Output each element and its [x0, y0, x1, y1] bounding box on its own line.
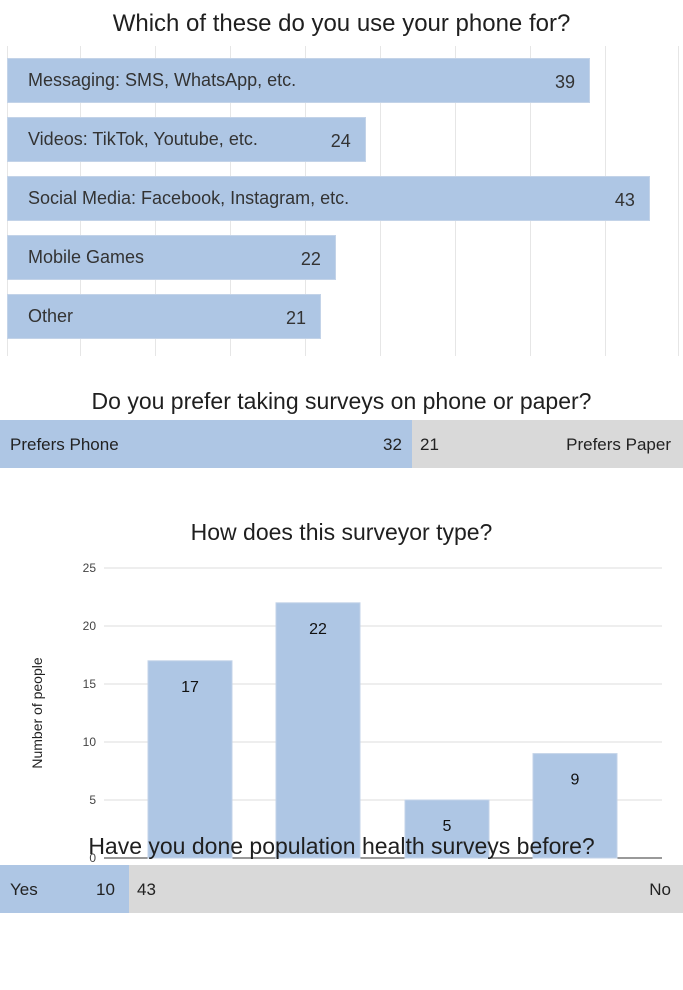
chart3-bar — [404, 799, 490, 859]
chart4-segment-left — [0, 865, 129, 913]
chart3-bar-value: 5 — [443, 818, 452, 835]
chart2-left-value: 32 — [383, 435, 402, 454]
chart3-y-tick: 10 — [83, 735, 97, 749]
chart4-segment-right — [129, 865, 683, 913]
chart2-left-label: Prefers Phone — [10, 435, 119, 454]
chart3-y-tick: 20 — [83, 619, 97, 633]
chart1-bar-value: 24 — [330, 131, 351, 151]
chart4-plot: Yes 10 43 No — [0, 865, 683, 913]
chart1-bar-value: 22 — [300, 249, 321, 269]
chart3-bar-value: 9 — [571, 772, 580, 789]
chart1-bar — [7, 294, 321, 339]
chart1-bar-value: 21 — [285, 308, 306, 328]
chart4-title: Have you done population health surveys … — [88, 833, 595, 859]
chart3-y-axis-label: Number of people — [29, 657, 45, 769]
chart4-left-label: Yes — [10, 880, 38, 899]
chart3-bar — [275, 602, 361, 859]
chart1-bar — [7, 176, 650, 221]
chart3-bar — [147, 660, 233, 859]
chart1-bar-label: Messaging: SMS, WhatsApp, etc. — [28, 70, 297, 90]
chart1-bar-label: Social Media: Facebook, Instagram, etc. — [28, 188, 350, 208]
chart3-y-tick: 25 — [83, 561, 97, 575]
chart1-bar — [7, 235, 336, 280]
chart1-bar-label: Mobile Games — [28, 247, 145, 267]
chart3-title: How does this surveyor type? — [190, 519, 493, 545]
chart3-y-tick: 0 — [89, 851, 96, 865]
chart1-bar-value: 39 — [555, 72, 576, 92]
chart2-right-label: Prefers Paper — [566, 435, 671, 454]
chart3-y-tick: 15 — [83, 677, 97, 691]
chart4-left-value: 10 — [96, 880, 115, 899]
chart1-bar-label: Other — [28, 306, 74, 326]
chart1-bar-value: 43 — [614, 190, 635, 210]
chart1-gridline — [678, 46, 679, 356]
chart3-bar-value: 17 — [181, 679, 199, 696]
chart1-title: Which of these do you use your phone for… — [112, 10, 571, 37]
chart4-right-value: 43 — [137, 880, 156, 899]
chart2-segment-right — [412, 420, 683, 468]
chart2-segment-left — [0, 420, 412, 468]
chart3-y-tick: 5 — [89, 793, 96, 807]
chart4-right-label: No — [649, 880, 671, 899]
chart3-bar — [532, 753, 618, 859]
chart3-bar-value: 22 — [309, 621, 327, 638]
chart2-right-value: 21 — [420, 435, 439, 454]
chart1-bar-label: Videos: TikTok, Youtube, etc. — [28, 129, 258, 149]
chart2-plot: Prefers Phone 32 21 Prefers Paper — [0, 420, 683, 468]
chart1-plot: Messaging: SMS, WhatsApp, etc. 39 Videos: … — [0, 46, 683, 356]
chart2-title: Do you prefer taking surveys on phone or… — [91, 388, 592, 414]
chart1-bar — [7, 58, 591, 103]
chart1-bar — [7, 117, 366, 162]
